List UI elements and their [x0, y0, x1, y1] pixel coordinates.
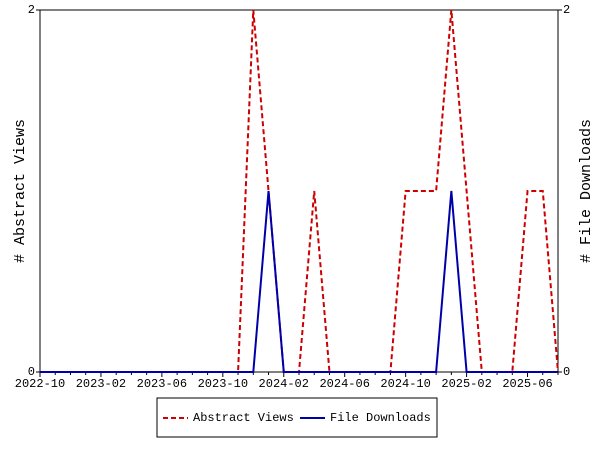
x-tick-label: 2023-06 [137, 377, 187, 391]
legend-box [156, 397, 438, 438]
x-tick-label: 2022-10 [15, 377, 65, 391]
y-tick-label: 0 [28, 365, 35, 379]
x-tick-label: 2025-02 [441, 377, 491, 391]
y-tick-label: 2 [28, 3, 35, 17]
series-line [40, 9, 559, 373]
y2-tick-label: 0 [563, 365, 570, 379]
y2-tick-label: 2 [563, 3, 570, 17]
series-line [40, 190, 558, 373]
x-tick-label: 2025-06 [502, 377, 552, 391]
x-tick-label: 2024-02 [259, 377, 309, 391]
x-tick-label: 2023-10 [198, 377, 248, 391]
x-tick-label: 2024-06 [319, 377, 369, 391]
legend-label: Abstract Views [193, 411, 294, 425]
legend-label: File Downloads [330, 411, 431, 425]
x-tick-label: 2024-10 [380, 377, 430, 391]
plot-frame [39, 9, 559, 373]
y2-axis-label: # File Downloads [578, 119, 595, 263]
y-axis-label: # Abstract Views [12, 119, 29, 263]
x-tick-label: 2023-02 [76, 377, 126, 391]
